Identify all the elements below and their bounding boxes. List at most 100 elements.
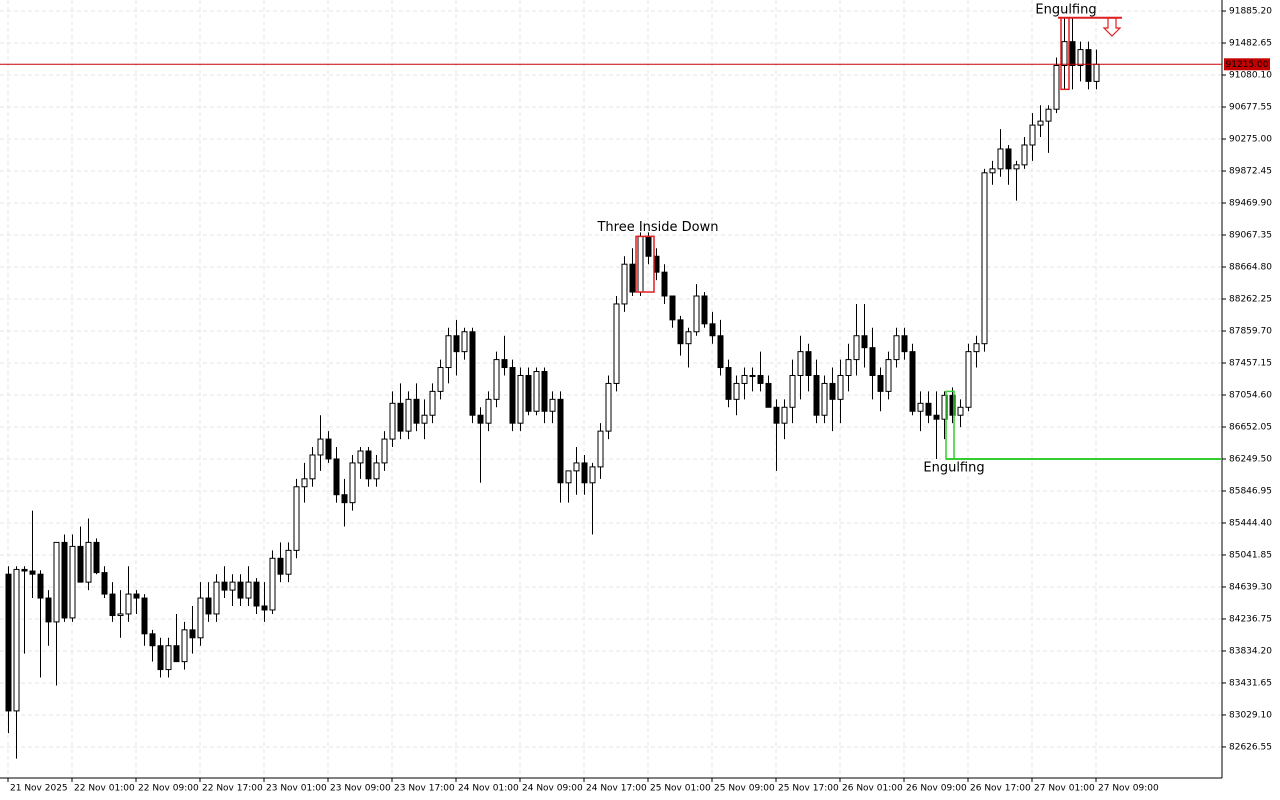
x-tick-label: 24 Nov 01:00: [458, 784, 519, 794]
candle-body: [445, 335, 452, 369]
candle-body: [189, 629, 196, 639]
x-tick-label: 22 Nov 09:00: [138, 784, 199, 794]
candle-body: [925, 402, 932, 416]
candle-body: [757, 374, 764, 384]
candle-body: [717, 335, 724, 369]
candle-body: [357, 450, 364, 464]
candle-body: [333, 458, 340, 496]
candle-body: [437, 367, 444, 392]
candle-body: [301, 478, 308, 488]
candle-body: [829, 382, 836, 400]
candle-body: [269, 557, 276, 611]
candle-body: [133, 593, 140, 599]
candle-body: [1069, 41, 1076, 66]
current-price-label: 91215.00: [1226, 60, 1269, 70]
candle-body: [525, 374, 532, 412]
candle-body: [597, 430, 604, 468]
candle-body: [901, 335, 908, 353]
candle-body: [1037, 120, 1044, 126]
candle-body: [493, 359, 500, 400]
x-tick-label: 25 Nov 09:00: [714, 784, 775, 794]
candle-body: [77, 545, 84, 583]
candle-body: [621, 263, 628, 305]
candle-body: [877, 374, 884, 392]
candle-body: [365, 450, 372, 480]
candle-body: [837, 374, 844, 400]
candle-body: [397, 402, 404, 432]
candle-body: [1077, 49, 1084, 66]
candle-body: [325, 438, 332, 460]
y-tick-label: 85846.95: [1229, 486, 1272, 496]
pattern-label: Engulfing: [923, 460, 984, 475]
candle-body: [125, 593, 132, 615]
candle-body: [773, 406, 780, 424]
candle-body: [349, 462, 356, 504]
candle-body: [245, 581, 252, 599]
candle-body: [557, 398, 564, 484]
y-tick-label: 84639.30: [1229, 582, 1272, 592]
candle-body: [677, 319, 684, 345]
candle-body: [173, 645, 180, 663]
y-tick-label: 89469.90: [1229, 199, 1272, 209]
candle-body: [789, 374, 796, 408]
candle-body: [581, 462, 588, 484]
candle-body: [565, 470, 572, 484]
candle-body: [1013, 164, 1020, 170]
x-tick-label: 22 Nov 17:00: [202, 784, 263, 794]
candle-body: [957, 406, 964, 416]
y-tick-label: 91885.20: [1229, 7, 1272, 17]
candle-body: [341, 494, 348, 504]
candle-body: [1061, 41, 1068, 66]
sell-arrow: [1102, 17, 1122, 37]
candle-body: [709, 323, 716, 337]
candle-body: [1053, 64, 1060, 110]
candle-body: [749, 374, 756, 377]
pattern-box: [945, 390, 955, 460]
candle-body: [477, 414, 484, 424]
candle-body: [981, 172, 988, 345]
candle-body: [421, 414, 428, 424]
y-tick-label: 84236.75: [1229, 614, 1272, 624]
candle-body: [469, 331, 476, 416]
candle-body: [309, 454, 316, 480]
x-tick-label: 24 Nov 09:00: [522, 784, 583, 794]
candle-body: [861, 335, 868, 349]
pattern-label: Engulfing: [1035, 2, 1096, 17]
candle-body: [293, 486, 300, 551]
candle-body: [53, 541, 60, 623]
candle-body: [1085, 49, 1092, 82]
candle-body: [637, 235, 644, 293]
candle-body: [13, 568, 20, 712]
candle-body: [781, 406, 788, 424]
candle-body: [117, 613, 124, 617]
x-tick-label: 23 Nov 01:00: [266, 784, 327, 794]
candle-body: [229, 581, 236, 591]
candle-body: [805, 351, 812, 376]
candle-body: [221, 581, 228, 591]
candle-body: [45, 597, 52, 623]
candle-body: [405, 398, 412, 432]
x-tick-label: 26 Nov 17:00: [970, 784, 1031, 794]
candle-body: [29, 570, 36, 575]
candle-body: [381, 438, 388, 464]
candle-body: [429, 390, 436, 416]
candle-body: [1021, 144, 1028, 166]
candle-body: [93, 541, 100, 574]
candle-body: [5, 573, 12, 712]
y-tick-label: 90677.55: [1229, 103, 1272, 113]
candle-body: [813, 374, 820, 416]
pattern-box: [1060, 17, 1070, 91]
candle-body: [541, 371, 548, 412]
candle-body: [933, 414, 940, 420]
y-tick-label: 91080.10: [1229, 71, 1272, 81]
x-tick-label: 24 Nov 17:00: [586, 784, 647, 794]
y-tick-label: 85444.40: [1229, 518, 1272, 528]
x-tick-label: 27 Nov 09:00: [1098, 784, 1159, 794]
candle-body: [389, 402, 396, 440]
y-tick-label: 88262.25: [1229, 295, 1272, 305]
candle-body: [197, 597, 204, 639]
candle-body: [69, 545, 76, 619]
candle-body: [501, 359, 508, 369]
candle-body: [453, 335, 460, 353]
y-tick-label: 88664.80: [1229, 263, 1272, 273]
